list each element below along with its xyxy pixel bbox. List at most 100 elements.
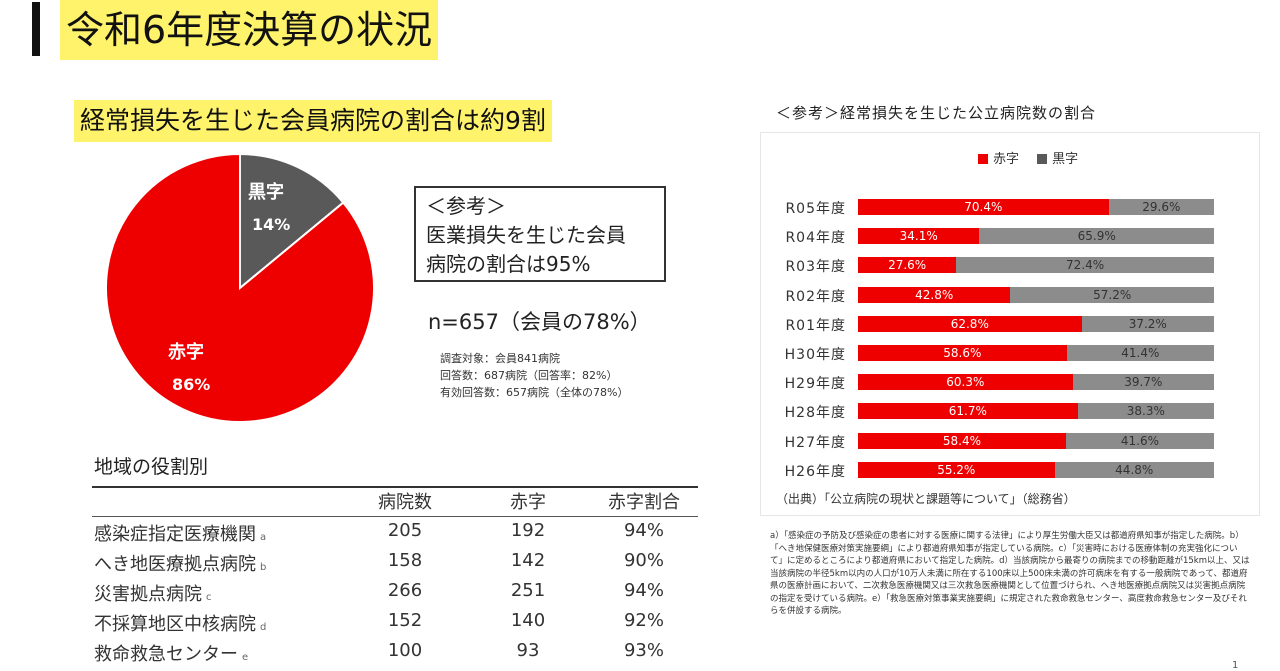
bar-label-black: 65.9% bbox=[1077, 229, 1116, 243]
pie-value-black: 14% bbox=[252, 215, 290, 234]
bar-label-red: 58.6% bbox=[943, 346, 982, 360]
bar-label-black: 39.7% bbox=[1124, 375, 1163, 389]
region-cell-ratio: 90% bbox=[623, 550, 664, 571]
bar-category-label: R03年度 bbox=[785, 259, 846, 275]
region-row-footnote-mark: b bbox=[260, 562, 267, 573]
bar-segment-black bbox=[1072, 374, 1214, 390]
bar-segment-red bbox=[858, 257, 957, 273]
bar-row: 70.4% 29.6% bbox=[858, 199, 1214, 215]
region-cell-deficit: 192 bbox=[510, 520, 546, 541]
table-top-rule bbox=[92, 486, 698, 488]
bar-row: 61.7% 38.3% bbox=[858, 403, 1214, 419]
bar-segment-black bbox=[1065, 433, 1214, 449]
bar-label-red: 61.7% bbox=[948, 404, 987, 418]
region-row-footnote-mark: d bbox=[260, 622, 267, 633]
region-cell-hospitals: 152 bbox=[387, 610, 423, 631]
pie-value-red: 86% bbox=[172, 375, 210, 394]
sample-size: n=657（会員の78%） bbox=[428, 310, 651, 334]
bar-segment-red bbox=[858, 345, 1067, 361]
bar-label-red: 58.4% bbox=[942, 434, 981, 448]
col-header-ratio: 赤字割合 bbox=[608, 492, 680, 513]
bar-category-label: H27年度 bbox=[784, 435, 846, 451]
col-header-deficit: 赤字 bbox=[510, 492, 546, 513]
bar-label-red: 70.4% bbox=[964, 200, 1003, 214]
region-row-label: 感染症指定医療機関 a bbox=[94, 520, 266, 546]
legend-swatch-black bbox=[1037, 154, 1048, 164]
bar-segment-red bbox=[858, 228, 980, 244]
bar-label-black: 41.6% bbox=[1120, 434, 1159, 448]
bar-label-black: 29.6% bbox=[1142, 200, 1181, 214]
region-cell-deficit: 140 bbox=[510, 610, 546, 631]
bar-label-red: 60.3% bbox=[946, 375, 985, 389]
legend-label-red: 赤字 bbox=[993, 152, 1020, 167]
legend-item-black: 黒字 bbox=[1037, 152, 1078, 167]
survey-note-1: 調査対象：会員841病院 bbox=[440, 352, 560, 365]
bar-category-label: R01年度 bbox=[785, 318, 846, 334]
bar-segment-red bbox=[858, 287, 1011, 303]
bar-label-black: 72.4% bbox=[1066, 258, 1105, 272]
source-note: （出典）「公立病院の現状と課題等について」（総務省） bbox=[776, 492, 1076, 506]
region-cell-ratio: 94% bbox=[623, 580, 664, 601]
bar-row: 58.4% 41.6% bbox=[858, 433, 1214, 449]
bar-segment-black bbox=[1054, 462, 1214, 478]
bar-label-red: 42.8% bbox=[915, 288, 954, 302]
region-cell-hospitals: 158 bbox=[387, 550, 423, 571]
pie-slice-red bbox=[105, 152, 375, 423]
region-row-footnote-mark: c bbox=[206, 592, 212, 603]
col-header-hospitals: 病院数 bbox=[378, 492, 432, 513]
bar-label-black: 41.4% bbox=[1121, 346, 1160, 360]
bar-segment-black bbox=[979, 228, 1214, 244]
bar-category-label: R02年度 bbox=[785, 289, 846, 305]
bar-row: 55.2% 44.8% bbox=[858, 462, 1214, 478]
survey-note-3: 有効回答数：657病院（全体の78%） bbox=[440, 386, 629, 399]
pie-label-black: 黒字 bbox=[248, 181, 284, 203]
bar-label-red: 34.1% bbox=[899, 229, 938, 243]
region-cell-deficit: 142 bbox=[510, 550, 546, 571]
legend-label-black: 黒字 bbox=[1052, 152, 1079, 167]
survey-notes: 調査対象：会員841病院 回答数：687病院（回答率：82%） 有効回答数：65… bbox=[440, 350, 628, 401]
page-number: 1 bbox=[1232, 660, 1239, 671]
title-accent-bar bbox=[32, 2, 40, 56]
chart-legend: 赤字 黒字 bbox=[978, 148, 1092, 167]
region-row-label: へき地医療拠点病院 b bbox=[94, 550, 266, 576]
bar-segment-black bbox=[1108, 199, 1214, 215]
bar-category-label: H29年度 bbox=[784, 376, 846, 392]
bar-segment-red bbox=[858, 374, 1073, 390]
region-cell-hospitals: 205 bbox=[387, 520, 423, 541]
bar-label-red: 55.2% bbox=[937, 463, 976, 477]
bar-segment-red bbox=[858, 199, 1109, 215]
region-row-name: 救命救急センター bbox=[94, 644, 238, 665]
bar-category-label: R05年度 bbox=[785, 201, 846, 217]
bar-segment-red bbox=[858, 316, 1082, 332]
bar-segment-red bbox=[858, 433, 1066, 449]
region-row-label: 救命救急センター e bbox=[94, 640, 248, 666]
bar-category-label: H26年度 bbox=[784, 464, 846, 480]
pie-label-red: 赤字 bbox=[168, 341, 204, 363]
bar-label-black: 44.8% bbox=[1115, 463, 1154, 477]
reference-line-2: 医業損失を生じた会員 bbox=[426, 223, 626, 247]
region-cell-hospitals: 266 bbox=[387, 580, 423, 601]
region-row-name: 不採算地区中核病院 bbox=[94, 614, 256, 635]
bar-label-black: 37.2% bbox=[1128, 317, 1167, 331]
bar-row: 60.3% 39.7% bbox=[858, 374, 1214, 390]
bar-segment-black bbox=[956, 257, 1214, 273]
bar-segment-black bbox=[1077, 403, 1214, 419]
reference-line-3: 病院の割合は95% bbox=[426, 252, 591, 276]
region-row-name: 災害拠点病院 bbox=[94, 584, 202, 605]
region-cell-deficit: 251 bbox=[510, 580, 546, 601]
bar-row: 42.8% 57.2% bbox=[858, 287, 1214, 303]
survey-note-2: 回答数：687病院（回答率：82%） bbox=[440, 369, 618, 382]
bar-label-black: 38.3% bbox=[1126, 404, 1165, 418]
bar-category-label: H28年度 bbox=[784, 405, 846, 421]
legend-item-red: 赤字 bbox=[978, 152, 1019, 167]
bar-label-red: 27.6% bbox=[888, 258, 927, 272]
bar-label-black: 57.2% bbox=[1093, 288, 1132, 302]
legend-swatch-red bbox=[978, 154, 988, 164]
bar-row: 27.6% 72.4% bbox=[858, 257, 1214, 273]
region-row-name: へき地医療拠点病院 bbox=[94, 554, 256, 575]
region-row-footnote-mark: a bbox=[260, 532, 267, 543]
headline: 経常損失を生じた会員病院の割合は約9割 bbox=[74, 100, 552, 142]
bar-segment-black bbox=[1081, 316, 1214, 332]
bar-segment-black bbox=[1010, 287, 1214, 303]
region-row-footnote-mark: e bbox=[242, 652, 249, 663]
